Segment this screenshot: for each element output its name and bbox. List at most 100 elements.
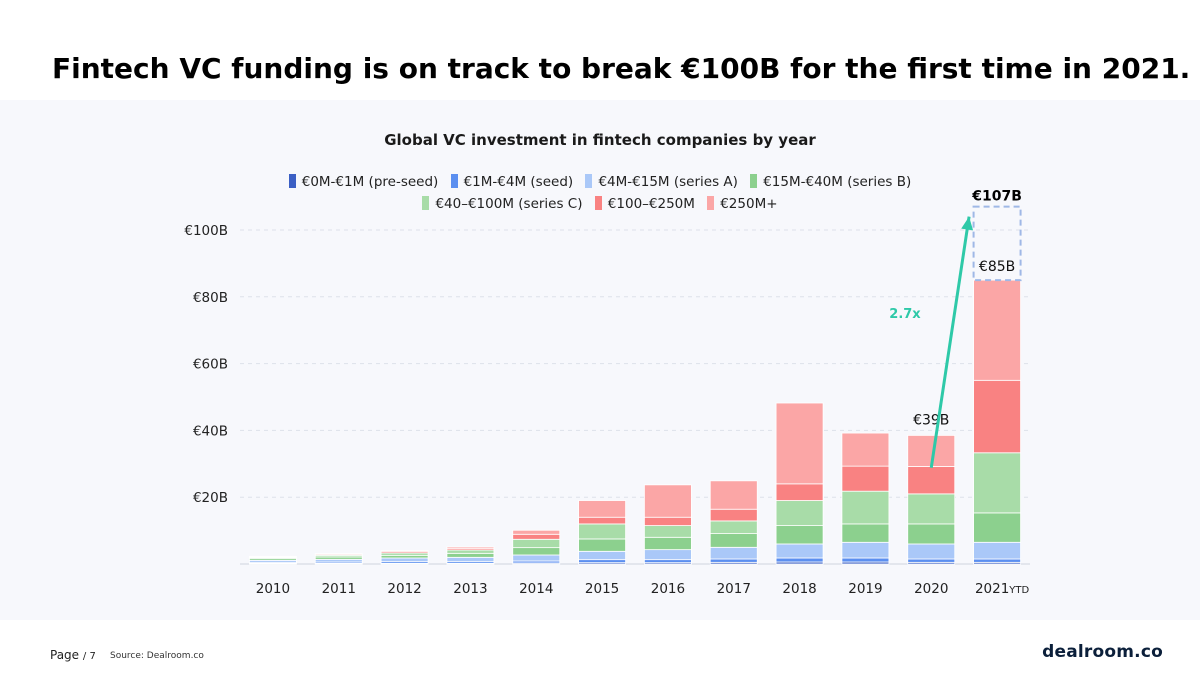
bar-segment [775,525,824,545]
chart-title: Global VC investment in fintech companie… [384,131,816,149]
growth-arrow-head [961,216,974,231]
bar-segment [709,480,758,510]
bar-segment [644,559,692,564]
page-suffix: / 7 [82,651,96,662]
data-label: €85B [979,259,1015,275]
legend-swatch [707,196,715,210]
data-label: €39B [913,413,949,429]
bar-segment [775,500,824,526]
bar-segment [709,520,758,535]
bar-segment [644,536,692,551]
bar-segment [446,546,495,549]
x-tick-label: 2013 [453,581,487,597]
bar-segment [578,538,626,552]
bar-segment [314,553,363,555]
bar-segment [907,543,956,560]
headline: Fintech VC funding is on track to break … [52,52,1191,85]
growth-arrow-line [929,216,971,468]
bar-segment [446,549,495,554]
bar-segment [578,559,626,564]
bar-segment [578,516,626,525]
bar-segment [907,493,956,525]
legend-label: €4M-€15M (series A) [598,174,738,190]
x-tick-label: 2017 [717,581,751,597]
bar-segment [775,402,824,485]
legend-item-pre-seed: €0M-€1M (pre-seed) [288,174,439,190]
legend-item-series-a: €4M-€15M (series A) [585,174,738,190]
legend-swatch [585,174,593,188]
bar-segment [841,557,890,563]
bar-segment [644,516,692,526]
bar-segment [446,552,495,558]
growth-annotation-label: 2.7x [889,307,921,322]
bar-segment [907,523,956,545]
bar-segment [907,558,956,563]
legend-swatch [594,196,602,210]
bar-segment [512,547,561,556]
bar-segment [841,523,890,543]
legend-swatch [450,174,458,188]
legend-label: €40–€100M (series C) [435,196,583,212]
y-tick-label: €40B [193,423,228,439]
bar-segment [907,466,956,495]
projection-label: €107B [971,189,1022,205]
legend-label: €0M-€1M (pre-seed) [301,174,439,190]
bar-segment [841,432,890,467]
bar-segment [841,541,890,559]
brand-logo: dealroom.co [1042,642,1163,662]
x-tick-label: 2020 [914,581,948,597]
bar-segment [973,452,1021,514]
bar-segment [578,500,626,518]
legend-item-series-b: €15M-€40M (series B) [750,174,911,190]
bar-segment [446,556,495,563]
bar-segment [644,549,692,561]
x-tick-label: 2010 [256,581,290,597]
bar-segment [709,546,758,560]
x-tick-label: 2018 [782,581,816,597]
projection-box [972,205,1022,282]
bar-segment [709,533,758,548]
x-tick-label: 2014 [519,581,553,597]
y-tick-label: €80B [193,290,228,306]
x-tick-label: 2019 [848,581,882,597]
page-indicator: Page / 7 [50,648,96,662]
bar-segment [380,554,429,559]
legend-item-100-250m: €100–€250M [594,196,695,212]
legend-item-seed: €1M-€4M (seed) [450,174,573,190]
page-label: Page [50,648,80,662]
legend-row-1: €0M-€1M (pre-seed) €1M-€4M (seed) €4M-€1… [0,174,1200,190]
bar-segment [841,490,890,525]
bar-segment [512,538,561,549]
x-tick-label: 2015 [585,581,619,597]
bar-segment [512,529,561,535]
bar-segment [578,523,626,540]
legend-label: €15M-€40M (series B) [763,174,912,190]
bar-segment [973,379,1021,454]
bar-segment [775,543,824,559]
x-tick-suffix: YTD [1008,585,1029,596]
x-tick-label: 2012 [387,581,421,597]
bar-segment [578,550,626,561]
bar-segment [709,508,758,522]
legend-row-2: €40–€100M (series C) €100–€250M €250M+ [0,196,1200,212]
bar-segment [973,541,1021,560]
bar-segment [512,554,561,562]
y-tick-label: €100B [184,223,228,239]
bar-segment [775,557,824,563]
bar-segment [380,550,429,553]
bar-segment [249,555,297,558]
bar-segment [775,483,824,501]
bar-segment [973,558,1021,563]
legend-item-250m-plus: €250M+ [707,196,778,212]
bar-segment [973,279,1021,381]
bar-segment [841,465,890,492]
legend-item-series-c: €40–€100M (series C) [422,196,583,212]
bar-segment [314,558,363,563]
y-tick-label: €20B [193,490,228,506]
source-note: Source: Dealroom.co [110,651,204,661]
bar-segment [644,484,692,518]
bar-segment [973,512,1021,543]
legend-label: €250M+ [720,196,778,212]
bar-segment [709,558,758,563]
